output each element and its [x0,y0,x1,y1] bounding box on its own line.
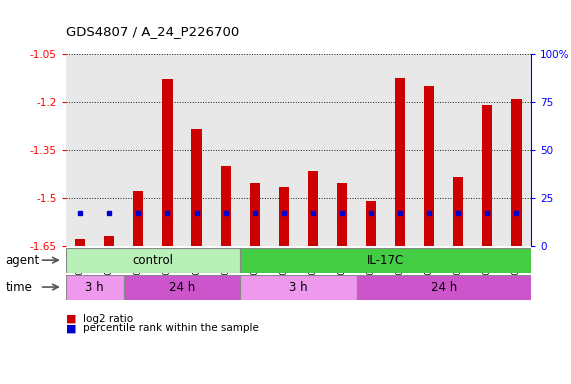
Text: percentile rank within the sample: percentile rank within the sample [83,323,259,333]
Bar [124,275,240,300]
Text: ■: ■ [66,314,76,324]
Bar [162,79,172,246]
Bar [240,248,531,273]
Text: 24 h: 24 h [431,281,457,293]
Bar [191,129,202,246]
Bar [424,86,435,246]
Bar [279,187,289,246]
Bar [395,78,405,246]
Bar [337,184,347,246]
Text: GDS4807 / A_24_P226700: GDS4807 / A_24_P226700 [66,25,239,38]
Bar [308,170,318,246]
Bar [482,105,493,246]
Bar [133,191,143,246]
Text: time: time [6,281,33,293]
Bar [240,275,356,300]
Text: IL-17C: IL-17C [367,254,404,266]
Bar [75,239,85,246]
Bar [66,275,124,300]
Bar [366,201,376,246]
Text: ■: ■ [66,323,76,333]
Bar [66,248,240,273]
Bar [220,166,231,246]
Bar [453,177,464,246]
Bar [356,275,531,300]
Bar [512,99,521,246]
Bar [104,236,114,246]
Text: 3 h: 3 h [86,281,104,293]
Text: 3 h: 3 h [289,281,308,293]
Text: control: control [132,254,174,266]
Bar [250,184,260,246]
Text: 24 h: 24 h [169,281,195,293]
Text: agent: agent [6,254,40,266]
Text: log2 ratio: log2 ratio [83,314,133,324]
